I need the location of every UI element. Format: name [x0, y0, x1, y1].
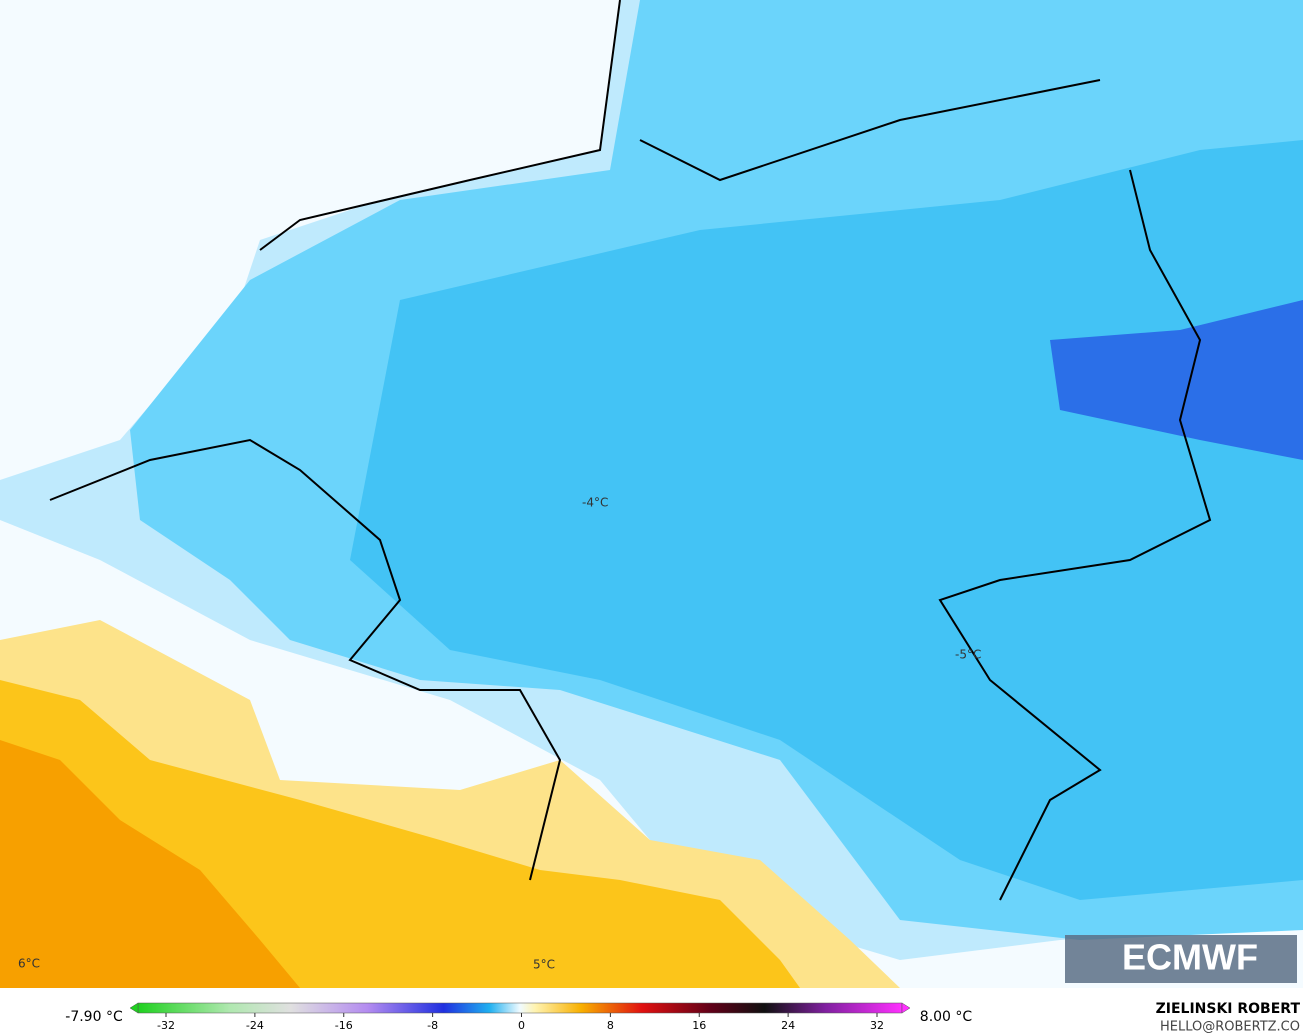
warmest-zone: [0, 740, 300, 988]
colorbar-tick-label: -32: [157, 1019, 175, 1032]
colorbar-tick-label: 16: [692, 1019, 706, 1032]
logo: ECMWF: [1122, 937, 1258, 978]
coldest-zone: [1050, 300, 1303, 460]
colorbar-tick-label: -8: [427, 1019, 438, 1032]
colorbar-max: 8.00 °C: [920, 1009, 973, 1025]
colorbar: -7.90 °C 8.00 °C -32 -24 -16 -8 0 8 16 24 32: [65, 1002, 973, 1032]
colorbar-tick-label: 0: [518, 1019, 525, 1032]
colorbar-tick-label: -24: [246, 1019, 264, 1032]
colorbar-min: -7.90 °C: [65, 1009, 123, 1025]
colder-core: [350, 140, 1303, 900]
temp-label: 6°C: [18, 957, 40, 971]
colorbar-tick-label: 32: [870, 1019, 884, 1032]
temp-label: -4°C: [582, 496, 608, 510]
credit-contact: HELLO@ROBERTZ.CO: [1160, 1020, 1300, 1035]
temp-label: -5°C: [955, 648, 981, 662]
colorbar-tick-label: 24: [781, 1019, 795, 1032]
borders: [49, 0, 1212, 901]
colorbar-tick-label: -16: [335, 1019, 353, 1032]
colorbar-end: [901, 1002, 911, 1014]
map: -4°C -5°C 6°C 5°C ECMWF: [0, 0, 1303, 988]
colorbar-tick-label: 8: [607, 1019, 614, 1032]
logo-box: [1065, 935, 1297, 983]
colorbar-bar: [137, 1002, 903, 1014]
temp-label: 5°C: [533, 958, 555, 972]
colorbar-end: [129, 1002, 139, 1014]
credit-name: ZIELINSKI ROBERT: [1156, 1001, 1301, 1017]
